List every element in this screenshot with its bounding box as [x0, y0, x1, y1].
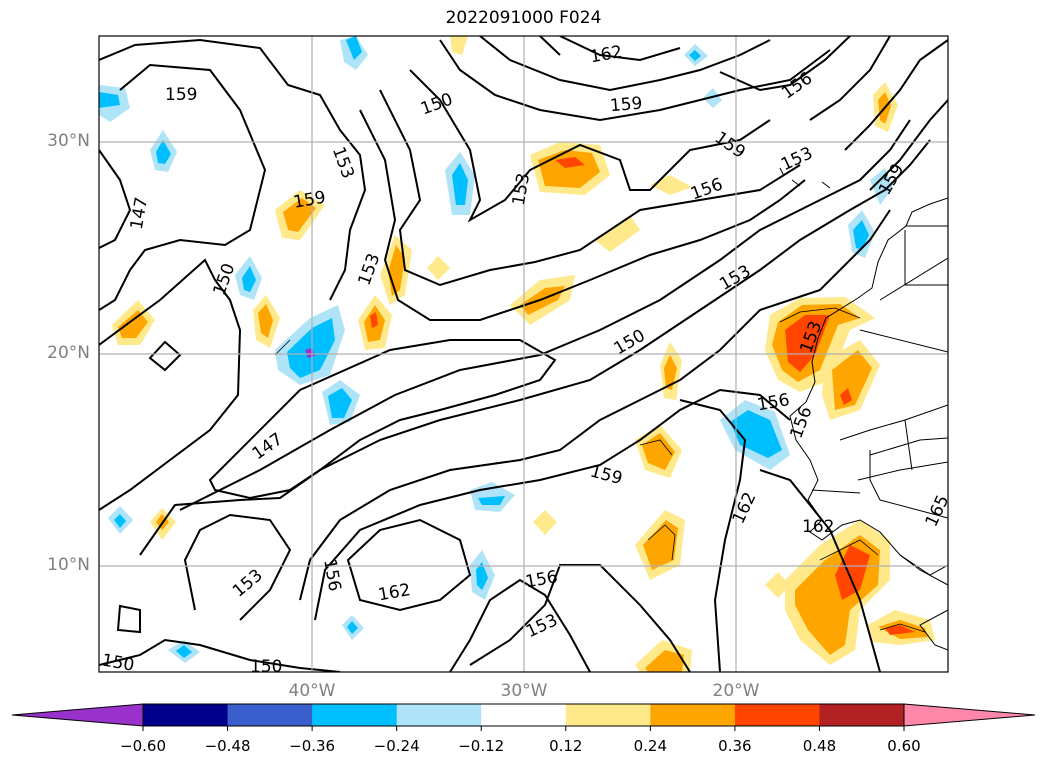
contour-label: 159: [165, 85, 197, 105]
colorbar-tick-label: 0.24: [633, 737, 668, 755]
contour-label: 162: [802, 517, 834, 537]
colorbar-tick-label: 0.60: [887, 737, 921, 755]
lat-label-20n: 20°N: [47, 343, 90, 363]
colorbar-box: [565, 704, 651, 726]
contour-label: 159: [609, 94, 643, 117]
colorbar-tick-label: −0.24: [373, 737, 420, 755]
lon-label-20w: 20°W: [712, 681, 760, 701]
colorbar-tick-label: 0.12: [549, 737, 583, 755]
lat-label-30n: 30°N: [47, 131, 90, 151]
colorbar-tick-label: −0.60: [120, 737, 166, 755]
colorbar-box: [227, 704, 313, 726]
colorbar-extend-min: [12, 704, 143, 726]
colorbar-box: [396, 704, 482, 726]
contour-label: 150: [100, 651, 135, 676]
colorbar-tick-label: 0.48: [802, 737, 837, 755]
colorbar-box: [312, 704, 398, 726]
colorbar-tick-label: −0.12: [458, 737, 505, 755]
colorbar-box: [819, 704, 905, 726]
shaded-anomaly-layer: [99, 36, 935, 672]
colorbar-boxes: [12, 704, 1035, 726]
colorbar-tick-label: −0.36: [289, 737, 336, 755]
lon-label-30w: 30°W: [500, 681, 548, 701]
contour-label: 150: [250, 657, 282, 677]
coastline-layer: [779, 167, 948, 651]
colorbar-tick-label: 0.36: [718, 737, 752, 755]
colorbar-box: [734, 704, 820, 726]
colorbar-tick-marks: [142, 726, 905, 731]
lat-label-10n: 10°N: [47, 555, 90, 575]
colorbar-extend-max: [904, 704, 1035, 726]
negative-anomaly-patches: [99, 36, 893, 663]
map-panel: 159 162 150 156 159 153 156 159 147 150 …: [98, 35, 949, 677]
map-title: 2022091000 F024: [445, 8, 602, 28]
colorbar-tick-label: −0.48: [204, 737, 251, 755]
positive-anomaly-patches: [112, 36, 935, 672]
height-contours: [99, 36, 948, 672]
colorbar-box: [481, 704, 567, 726]
thin-anomaly-contours: [274, 307, 926, 633]
graticule: [99, 36, 948, 672]
lon-label-40w: 40°W: [288, 681, 336, 701]
colorbar-box: [650, 704, 736, 726]
colorbar-box: [143, 704, 229, 726]
